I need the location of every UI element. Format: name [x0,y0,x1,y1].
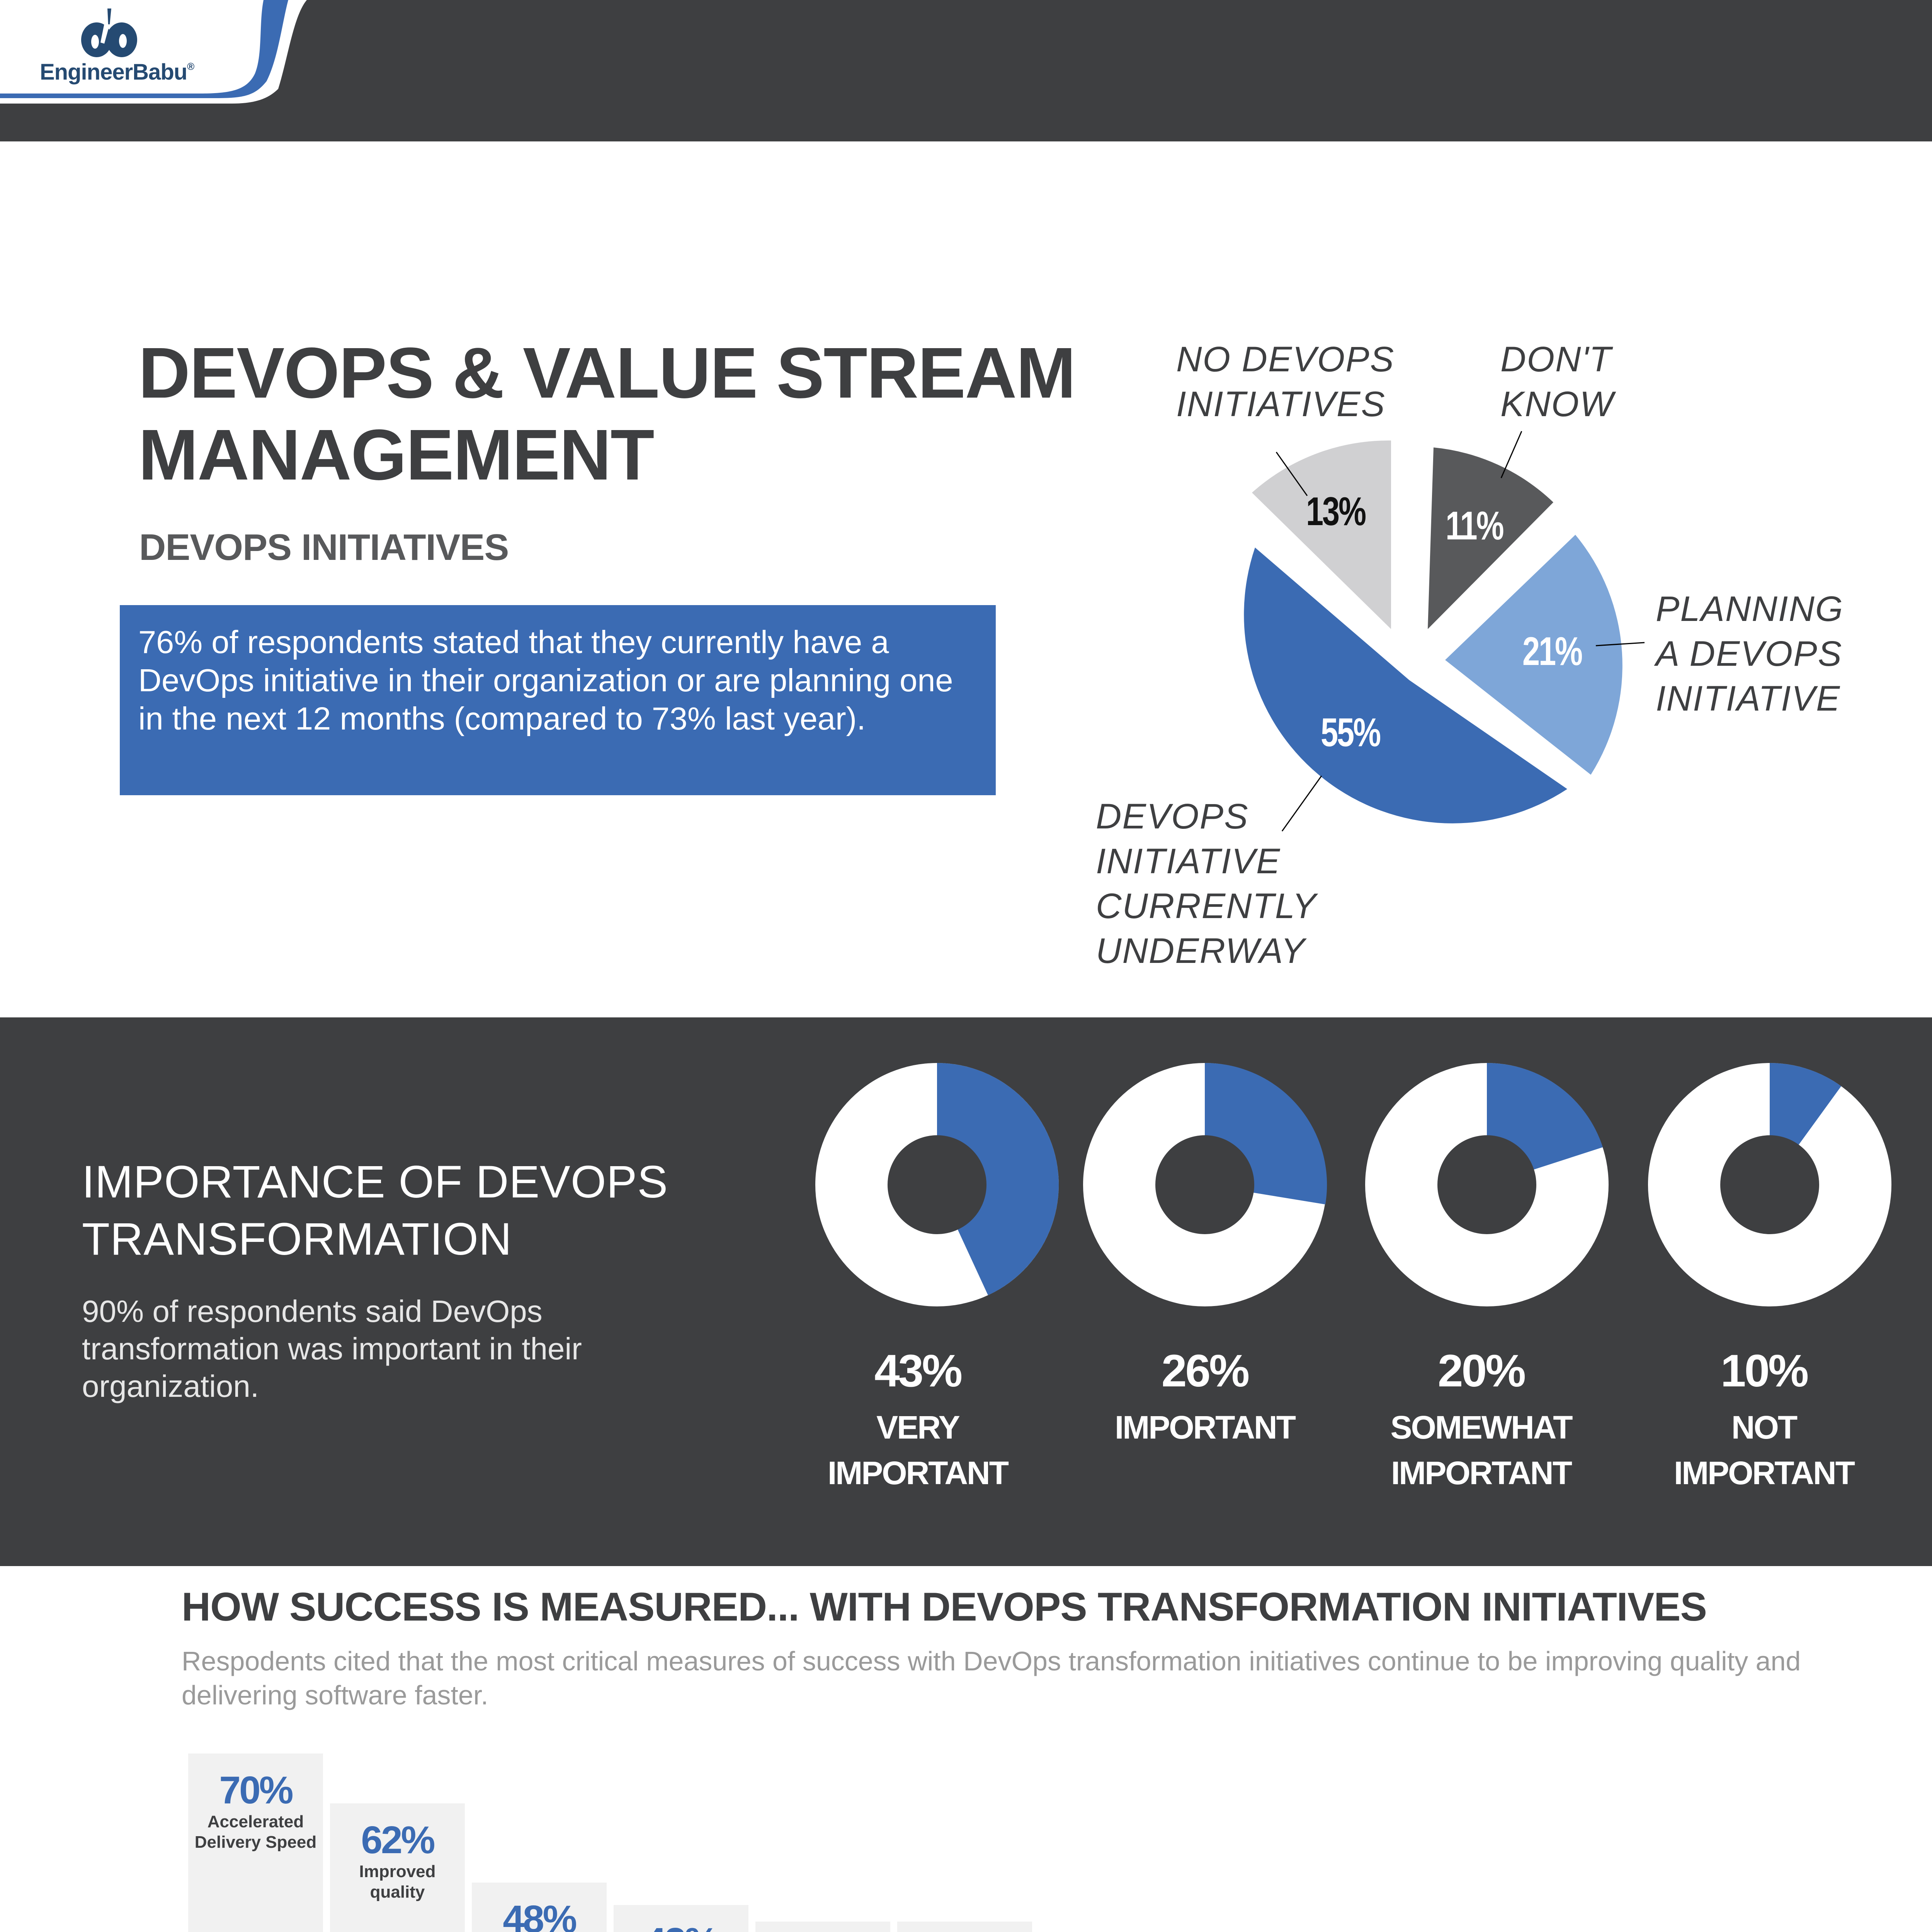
pie-value-dont-know: 11% [1446,503,1504,548]
label-line: IMPORTANT [1391,1455,1572,1491]
donut-not-important [1648,1063,1891,1306]
brand-logo[interactable]: EngineerBabu® [39,7,194,88]
success-text: Respodents cited that the most critical … [182,1646,1801,1710]
page-title: DEVOPS & VALUE STREAM MANAGEMENT [138,332,1076,496]
pie-label-planning: PLANNING A DEVOPS INITIATIVE [1656,587,1844,721]
callout-text: 76% of respondents stated that they curr… [138,624,953,736]
bar-value: 43% [614,1920,748,1932]
pie-label-underway: DEVOPS INITIATIVE CURRENTLY UNDERWAY [1096,794,1317,973]
bar-label: Accelerated Delivery Speed [194,1812,317,1852]
donut-value-not-important: 10% [1720,1345,1809,1396]
title-line-2: MANAGEMENT [138,415,655,495]
donut-label-somewhat-important: SOMEWHAT IMPORTANT [1384,1405,1578,1496]
donut-value-very-important: 43% [874,1345,963,1396]
pie-value-underway: 55% [1321,710,1381,755]
callout-box: 76% of respondents stated that they curr… [120,605,996,795]
label-line: DON'T [1500,340,1612,379]
brand-name: EngineerBabu® [40,59,194,85]
devops-initiatives-pie-chart [1244,431,1645,832]
bar-customer-satisfaction: 43% Increase customer satisfaction [614,1905,748,1932]
title-line-1: IMPORTANCE OF DEVOPS [82,1156,668,1208]
importance-title: IMPORTANCE OF DEVOPS TRANSFORMATION [82,1153,668,1268]
donut-important [1083,1063,1327,1306]
donut-value-important: 26% [1161,1345,1250,1396]
brand-name-text: EngineerBabu [40,60,187,85]
label-line: IMPORTANT [1673,1455,1855,1491]
importance-donut-charts [815,1063,1891,1306]
donut-label-very-important: VERY IMPORTANT [821,1405,1014,1496]
donut-value-somewhat-important: 20% [1437,1345,1526,1396]
title-line-2: TRANSFORMATION [82,1214,512,1265]
donut-somewhat-important [1365,1063,1609,1306]
pie-label-no-devops: NO DEVOPS INITIATIVES [1176,337,1395,427]
importance-text: 90% of respondents said DevOps transform… [82,1294,582,1403]
pie-slice-no-devops [1252,440,1391,629]
pie-slice-underway [1244,548,1567,823]
label-line: NO DEVOPS [1176,340,1395,379]
label-line: IMPORTANT [1114,1409,1296,1446]
bar-accelerated-delivery: 70% Accelerated Delivery Speed [188,1753,323,1932]
registered-mark: ® [187,61,194,72]
bar-delivery-aligned: 39% Delivery aligned with buisness satis… [755,1922,890,1932]
bar-reduce-risk: 48% Reduce risk [472,1883,607,1932]
pie-value-planning: 21% [1522,629,1583,674]
bar-value: 62% [361,1818,435,1862]
bar-value: 70% [219,1769,293,1812]
donut-very-important [815,1063,1059,1306]
pie-slice-dont-know [1428,447,1553,629]
label-line: INITIATIVE [1096,842,1281,881]
label-line: INITIATIVES [1176,384,1386,424]
label-line: A DEVOPS [1656,634,1842,673]
header-banner [0,0,1932,141]
label-line: IMPORTANT [827,1455,1009,1491]
pie-slice-planning [1445,535,1622,775]
section-subtitle: DEVOPS INITIATIVES [139,527,509,568]
title-line-1: DEVOPS & VALUE STREAM [138,333,1076,413]
eb-logo-icon [81,9,137,57]
label-line: INITIATIVE [1656,679,1841,718]
bar-decreased-it-costs: 39% Decreased IT costs [897,1922,1032,1932]
success-title: HOW SUCCESS IS MEASURED... WITH DEVOPS T… [182,1585,1707,1629]
label-line: NOT [1731,1409,1798,1446]
bar-improved-quality: 62% Improved quality [330,1803,465,1932]
label-line: CURRENTLY [1096,886,1317,926]
label-line: UNDERWAY [1096,931,1306,971]
label-line: KNOW [1500,384,1614,424]
label-line: DEVOPS [1096,797,1249,836]
label-line: VERY [876,1409,960,1446]
label-line: SOMEWHAT [1390,1409,1573,1446]
bar-value: 48% [503,1898,577,1932]
donut-label-not-important: NOT IMPORTANT [1667,1405,1861,1496]
label-line: PLANNING [1656,589,1844,629]
pie-label-dont-know: DON'T KNOW [1500,337,1614,427]
bar-label: Improved quality [359,1862,436,1901]
donut-label-important: IMPORTANT [1108,1405,1301,1450]
pie-value-no-devops: 13% [1306,489,1366,534]
